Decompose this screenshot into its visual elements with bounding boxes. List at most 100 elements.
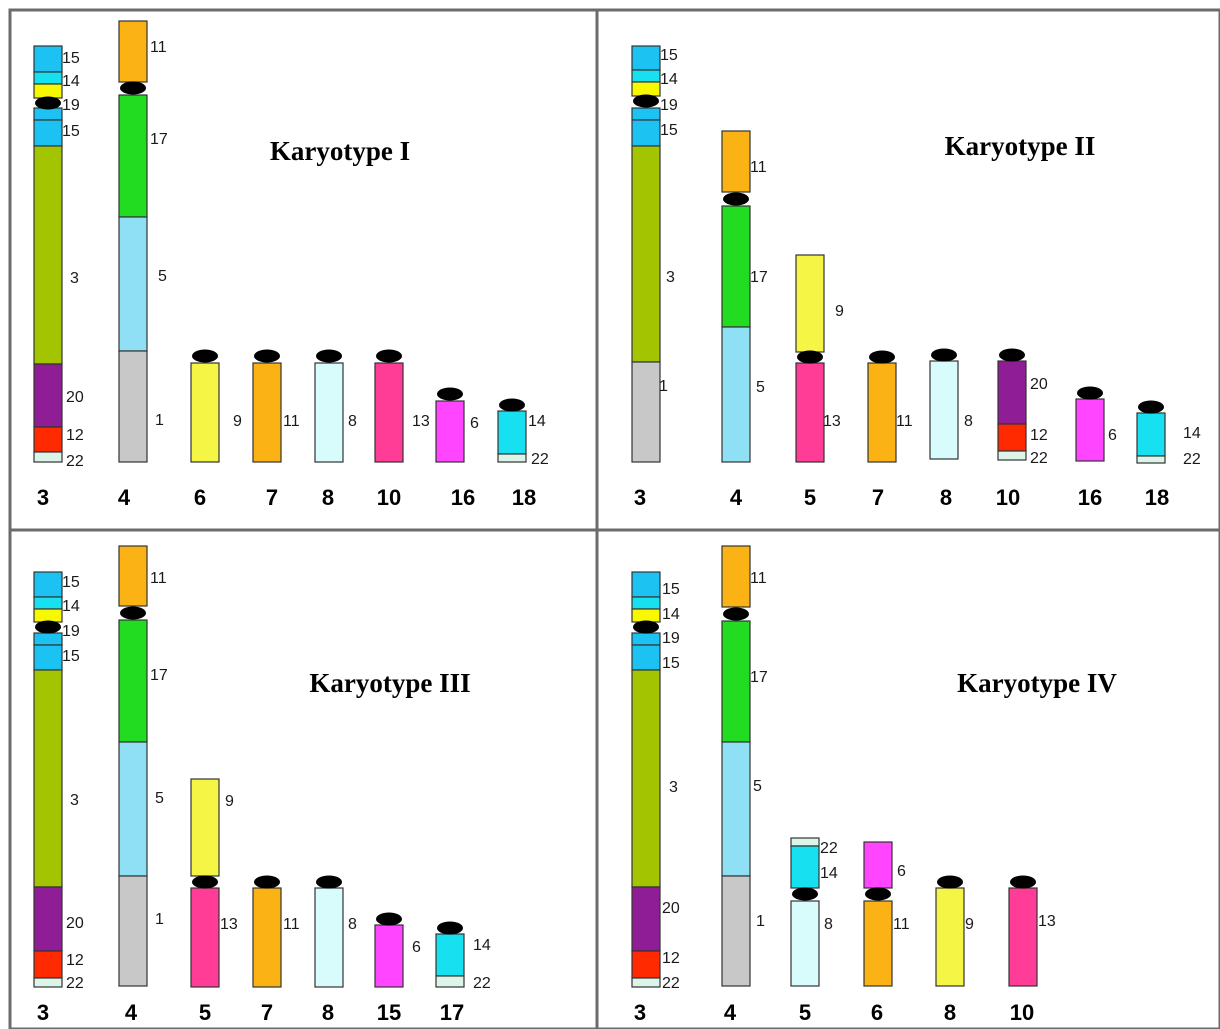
chromosome: 6 11 6	[863, 841, 910, 1025]
chromosome-segment	[631, 145, 661, 363]
segment-label: 5	[753, 778, 762, 795]
segment-label: 14	[473, 937, 491, 954]
centromere	[723, 192, 749, 206]
chromosome-segment	[33, 596, 63, 610]
chromosome-segment	[33, 950, 63, 979]
segment-label: 1	[659, 378, 668, 395]
segment-label: 20	[1030, 376, 1048, 393]
centromere	[723, 607, 749, 621]
centromere	[499, 398, 525, 412]
chromosome-segment	[790, 900, 820, 987]
segment-label: 12	[66, 427, 84, 444]
chromosome: 14 22 17	[435, 921, 491, 1025]
chromosome-segment	[190, 778, 220, 877]
chromosome: 15 14 19 15 3 20 12 22 3	[631, 571, 680, 1025]
chromosome-number: 4	[118, 485, 131, 510]
chromosome: 98	[935, 875, 974, 1025]
segment-label: 20	[66, 389, 84, 406]
chromosome: 20 12 22 10	[996, 348, 1048, 510]
chromosome-segment	[631, 886, 661, 952]
chromosome-segment	[631, 571, 661, 598]
chromosome-number: 8	[322, 485, 334, 510]
chromosome-segment	[33, 451, 63, 463]
panel-title: Karyotype I	[270, 136, 410, 166]
chromosome-number: 4	[724, 1000, 737, 1025]
centromere	[192, 875, 218, 889]
chromosome: 11 7	[252, 349, 300, 510]
chromosome-number: 16	[451, 485, 475, 510]
segment-label: 13	[412, 413, 430, 430]
chromosome-number: 4	[125, 1000, 138, 1025]
chromosome-number: 5	[199, 1000, 211, 1025]
chromosome: 14 22 18	[497, 398, 549, 510]
chromosome: 9 13 5	[795, 254, 844, 510]
chromosome-segment	[118, 741, 148, 877]
segment-label: 19	[662, 630, 680, 647]
centromere	[192, 349, 218, 363]
chromosome: 13 10	[1008, 875, 1056, 1025]
segment-label: 11	[150, 39, 167, 56]
chromosome-number: 8	[944, 1000, 956, 1025]
segment-label: 1	[155, 911, 164, 928]
chromosome-segment	[721, 545, 751, 608]
segment-label: 5	[158, 268, 167, 285]
chromosome-segment	[33, 119, 63, 147]
segment-label: 9	[965, 916, 974, 933]
centromere	[869, 350, 895, 364]
chromosome-number: 18	[512, 485, 536, 510]
chromosome-number: 5	[799, 1000, 811, 1025]
chromosome-segment	[33, 669, 63, 888]
panel-title: Karyotype IV	[957, 668, 1117, 698]
segment-label: 9	[225, 793, 234, 810]
segment-label: 20	[66, 915, 84, 932]
segment-label: 15	[662, 581, 680, 598]
segment-label: 11	[150, 570, 167, 587]
segment-label: 14	[62, 73, 80, 90]
segment-label: 15	[660, 122, 678, 139]
chromosome-segment	[435, 933, 465, 977]
chromosome-segment	[252, 887, 282, 988]
chromosome-segment	[631, 69, 661, 83]
chromosome-number: 3	[634, 485, 646, 510]
segment-label: 17	[150, 131, 168, 148]
centromere	[1010, 875, 1036, 889]
segment-label: 14	[1183, 425, 1201, 442]
segment-label: 15	[662, 655, 680, 672]
chromosome: 88	[929, 348, 973, 510]
segment-label: 15	[62, 648, 80, 665]
chromosome: 11 7	[867, 350, 913, 510]
chromosome-segment	[863, 841, 893, 889]
centromere	[316, 875, 342, 889]
chromosome-number: 3	[634, 1000, 646, 1025]
chromosome-number: 10	[1010, 1000, 1034, 1025]
segment-label: 1	[756, 913, 765, 930]
chromosome-number: 18	[1145, 485, 1169, 510]
chromosome-segment	[631, 632, 661, 646]
centromere	[1077, 386, 1103, 400]
segment-label: 19	[660, 97, 678, 114]
chromosome: 14 22 18	[1136, 400, 1201, 510]
centromere	[254, 349, 280, 363]
chromosome: 11 17 5 4	[721, 130, 768, 510]
karyotype-panel: Karyotype II1514191531311175491351178820…	[631, 45, 1201, 510]
chromosome: 11 17 5 1 4	[721, 545, 768, 1025]
chromosome-segment	[997, 360, 1027, 425]
chromosome-number: 10	[377, 485, 401, 510]
chromosome: 15 14 19 15 3 20 12 22 3	[33, 571, 84, 1025]
segment-label: 15	[62, 123, 80, 140]
segment-label: 11	[750, 159, 767, 176]
segment-label: 19	[62, 623, 80, 640]
chromosome-segment	[497, 453, 527, 463]
chromosome-segment	[118, 875, 148, 987]
chromosome-number: 6	[194, 485, 206, 510]
chromosome-segment	[118, 20, 148, 83]
chromosome-segment	[118, 94, 148, 218]
chromosome-segment	[721, 326, 751, 463]
centromere	[931, 348, 957, 362]
chromosome: 6 16	[1075, 386, 1117, 510]
chromosome-segment	[33, 45, 63, 73]
chromosome: 15 14 19 15 3 20 12 22 3	[33, 45, 84, 510]
chromosome-segment	[867, 362, 897, 463]
chromosome: 96	[190, 349, 242, 510]
chromosome-segment	[374, 362, 404, 463]
